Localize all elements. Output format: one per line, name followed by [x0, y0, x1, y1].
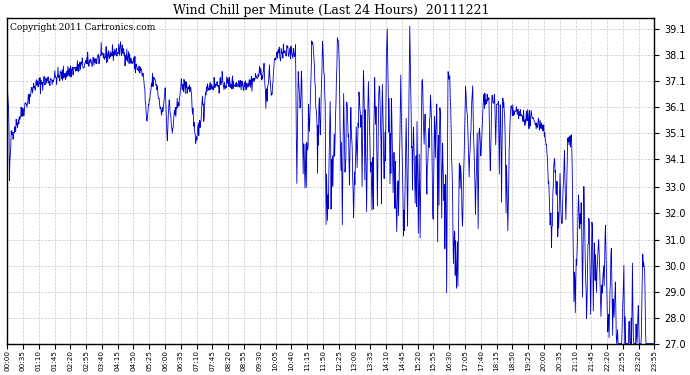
Text: Copyright 2011 Cartronics.com: Copyright 2011 Cartronics.com — [10, 23, 156, 32]
Title: Wind Chill per Minute (Last 24 Hours)  20111221: Wind Chill per Minute (Last 24 Hours) 20… — [172, 4, 489, 17]
